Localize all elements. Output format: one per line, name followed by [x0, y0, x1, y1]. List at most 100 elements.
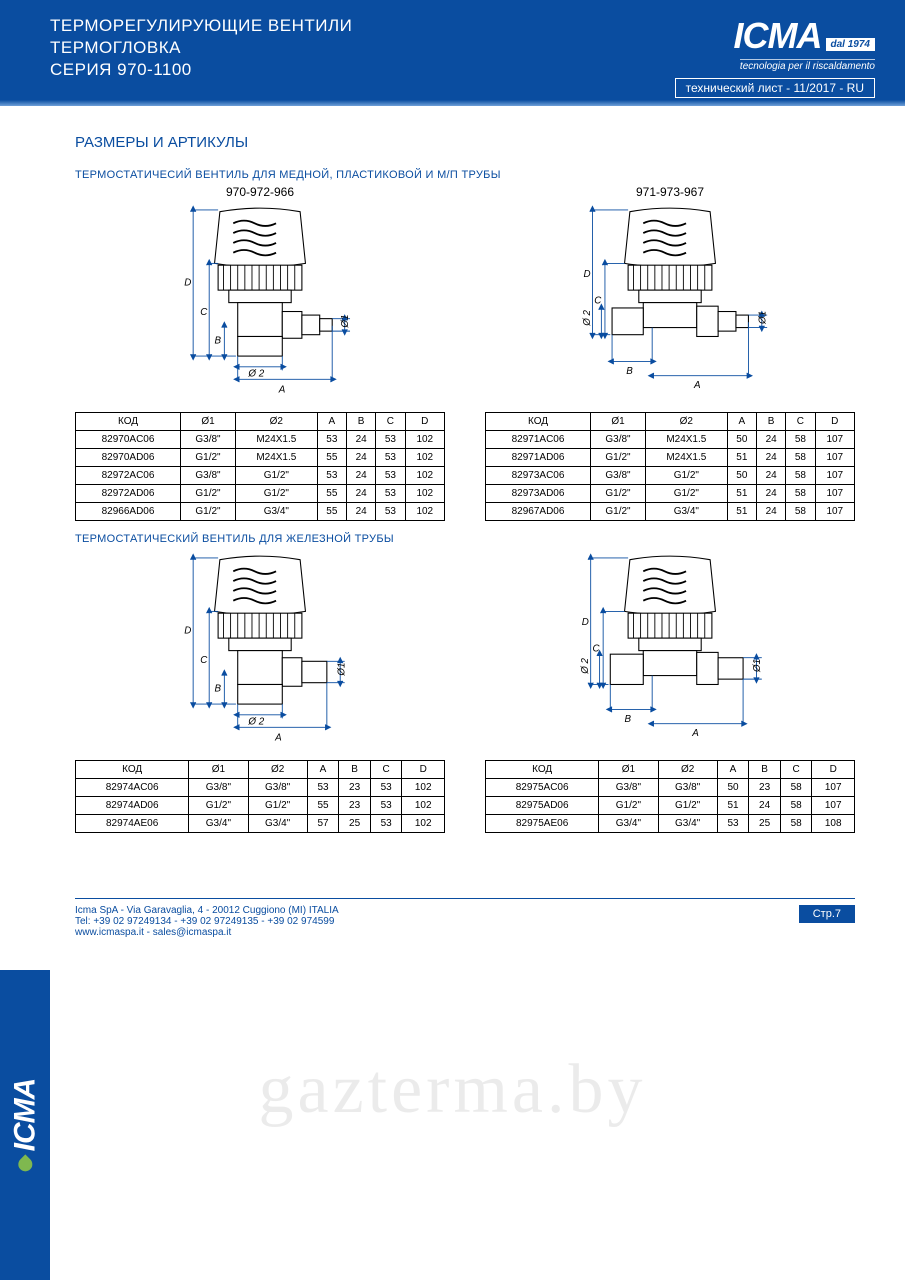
svg-text:Ø 2: Ø 2: [247, 369, 264, 380]
table-header-cell: A: [727, 413, 756, 431]
table-cell: 57: [307, 815, 339, 833]
table-cell: G1/2": [645, 467, 727, 485]
table-header-cell: Ø2: [235, 413, 317, 431]
table-cell: G3/4": [248, 815, 307, 833]
table-cell: 82971AD06: [486, 449, 591, 467]
dims-table-1-left: КОДØ1Ø2ABCD 82970AC06G3/8"M24X1.55324531…: [75, 412, 445, 521]
table-row: 82974AD06G1/2"G1/2"552353102: [76, 797, 445, 815]
table-cell: 107: [815, 467, 854, 485]
table-header-cell: B: [339, 761, 371, 779]
block2-row: D C B A Ø 2 Ø1 КОДØ1Ø2ABCD 82974AC06G3/8…: [75, 549, 855, 833]
table-cell: 82970AC06: [76, 431, 181, 449]
footer-tel: Tel: +39 02 97249134 - +39 02 97249135 -…: [75, 916, 339, 927]
table-cell: 58: [786, 449, 815, 467]
dims-table-2-left: КОДØ1Ø2ABCD 82974AC06G3/8"G3/8"532353102…: [75, 760, 445, 833]
table-cell: G3/8": [189, 779, 248, 797]
block1-row: 970-972-966: [75, 185, 855, 521]
table-cell: 82971AC06: [486, 431, 591, 449]
header-titles: ТЕРМОРЕГУЛИРУЮЩИЕ ВЕНТИЛИ ТЕРМОГЛОВКА СЕ…: [50, 15, 352, 81]
table-cell: 53: [376, 503, 405, 521]
table-cell: G1/2": [591, 449, 646, 467]
table-cell: G1/2": [248, 797, 307, 815]
table-cell: 24: [347, 503, 376, 521]
table-row: 82967AD06G1/2"G3/4"512458107: [486, 503, 855, 521]
table-cell: 58: [780, 779, 812, 797]
fig-label-1-right: 971-973-967: [485, 185, 855, 199]
table-row: 82974AE06G3/4"G3/4"572553102: [76, 815, 445, 833]
table-header-cell: B: [749, 761, 781, 779]
table-cell: 53: [376, 467, 405, 485]
table-cell: 53: [370, 797, 402, 815]
svg-text:Ø1: Ø1: [337, 662, 348, 676]
table-cell: 58: [786, 503, 815, 521]
block2-left-col: D C B A Ø 2 Ø1 КОДØ1Ø2ABCD 82974AC06G3/8…: [75, 549, 445, 833]
title-line-3: СЕРИЯ 970-1100: [50, 59, 352, 81]
table-cell: 102: [405, 467, 444, 485]
watermark-text: gazterma.by: [0, 1050, 905, 1130]
table-cell: 82974AC06: [76, 779, 189, 797]
table-cell: 25: [339, 815, 371, 833]
page-number-badge: Стр.7: [799, 905, 855, 923]
table-cell: 24: [757, 503, 786, 521]
table-row: 82972AD06G1/2"G1/2"552453102: [76, 485, 445, 503]
svg-text:Ø 2: Ø 2: [582, 309, 593, 326]
footer-addr: Icma SpA - Via Garavaglia, 4 - 20012 Cug…: [75, 905, 339, 916]
table-cell: 23: [339, 797, 371, 815]
table-cell: 55: [317, 485, 346, 503]
table-header-cell: Ø2: [248, 761, 307, 779]
valve-straight-svg: D C Ø 2 B A Ø1: [485, 201, 855, 406]
table-cell: 102: [405, 431, 444, 449]
table-header-cell: Ø1: [181, 413, 236, 431]
table-cell: 24: [347, 449, 376, 467]
table-cell: M24X1.5: [235, 431, 317, 449]
table-cell: G3/8": [181, 467, 236, 485]
table-cell: 107: [812, 797, 855, 815]
table-header-cell: B: [757, 413, 786, 431]
subsection-heading-1: ТЕРМОСТАТИЧЕСИЙ ВЕНТИЛЬ ДЛЯ МЕДНОЙ, ПЛАС…: [75, 169, 855, 181]
table-row: 82970AC06G3/8"M24X1.5532453102: [76, 431, 445, 449]
table-cell: 82972AD06: [76, 485, 181, 503]
table-header-cell: C: [370, 761, 402, 779]
footer: Icma SpA - Via Garavaglia, 4 - 20012 Cug…: [0, 905, 905, 938]
table-row: 82966AD06G1/2"G3/4"552453102: [76, 503, 445, 521]
table-header-cell: Ø2: [645, 413, 727, 431]
table-cell: 53: [317, 467, 346, 485]
table-cell: G3/4": [235, 503, 317, 521]
section-heading-main: РАЗМЕРЫ И АРТИКУЛЫ: [75, 134, 855, 151]
table-cell: 107: [812, 779, 855, 797]
table-cell: 24: [757, 485, 786, 503]
table-header-cell: Ø2: [658, 761, 717, 779]
table-cell: 55: [317, 449, 346, 467]
table-cell: 51: [727, 503, 756, 521]
table-cell: M24X1.5: [235, 449, 317, 467]
table-header-cell: КОД: [486, 761, 599, 779]
table-cell: G3/8": [658, 779, 717, 797]
table-cell: 53: [376, 449, 405, 467]
table-cell: 53: [317, 431, 346, 449]
table-cell: 107: [815, 485, 854, 503]
table-cell: 24: [347, 485, 376, 503]
title-line-2: ТЕРМОГЛОВКА: [50, 37, 352, 59]
table-cell: 53: [370, 779, 402, 797]
table-cell: 55: [317, 503, 346, 521]
table-cell: 24: [347, 467, 376, 485]
svg-text:B: B: [215, 336, 222, 347]
block1-right-col: 971-973-967: [485, 185, 855, 521]
logo-block: ICMA dal 1974 tecnologia per il riscalda…: [675, 15, 875, 98]
table-cell: 23: [749, 779, 781, 797]
table-cell: 53: [376, 485, 405, 503]
table-cell: G3/4": [189, 815, 248, 833]
table-cell: G1/2": [235, 467, 317, 485]
table-header-cell: A: [307, 761, 339, 779]
table-cell: 102: [402, 779, 445, 797]
table-cell: 58: [780, 797, 812, 815]
table-cell: G1/2": [181, 503, 236, 521]
valve-diagram-straight-1: D C Ø 2 B A Ø1: [485, 201, 855, 406]
table-row: 82971AC06G3/8"M24X1.5502458107: [486, 431, 855, 449]
table-cell: 82975AE06: [486, 815, 599, 833]
side-brand-text: ICMA: [8, 1079, 42, 1152]
table-cell: G1/2": [599, 797, 658, 815]
svg-text:C: C: [200, 655, 208, 666]
table-cell: G3/4": [599, 815, 658, 833]
table-cell: 53: [370, 815, 402, 833]
